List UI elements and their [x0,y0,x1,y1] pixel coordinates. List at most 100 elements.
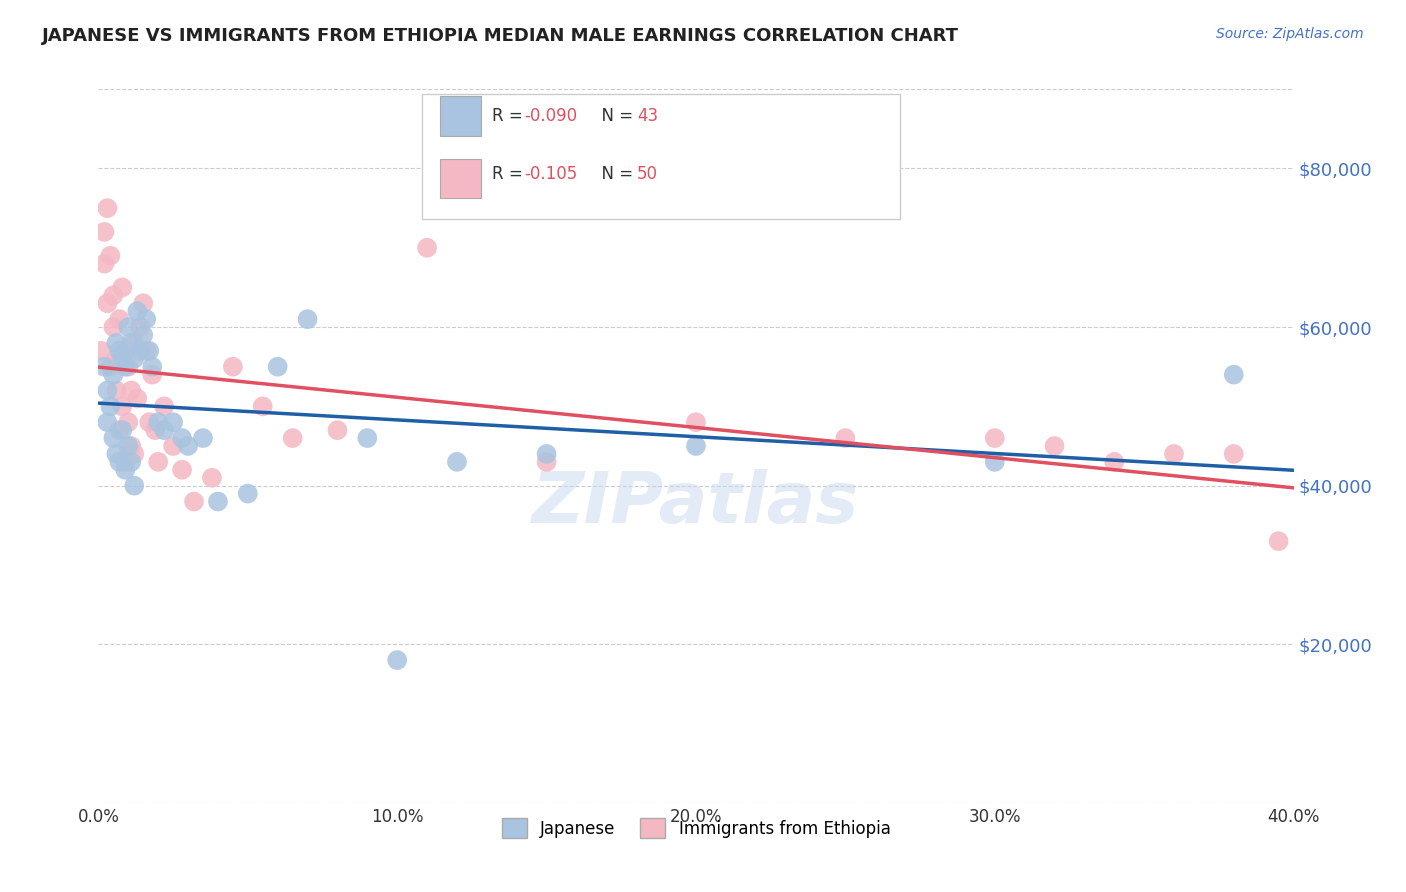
Point [685,415,707,429]
Point [96,384,118,398]
Point [124,351,146,366]
Point [536,447,558,461]
Text: N =: N = [591,165,638,183]
Point [114,463,136,477]
Point [108,312,131,326]
Text: -0.090: -0.090 [524,107,578,125]
Point [172,431,194,445]
Point [114,343,136,358]
Point [124,478,146,492]
Point [172,463,194,477]
Point [93,359,115,374]
Point [93,257,115,271]
Point [105,384,128,398]
Point [1043,439,1066,453]
Point [834,431,856,445]
Point [416,241,439,255]
Point [191,431,214,445]
Point [1267,534,1289,549]
Point [120,335,142,350]
Point [1223,447,1246,461]
Point [356,431,378,445]
Point [138,415,160,429]
Point [117,415,139,429]
Point [135,343,157,358]
Point [132,296,155,310]
Point [385,653,409,667]
Legend: Japanese, Immigrants from Ethiopia: Japanese, Immigrants from Ethiopia [488,805,904,852]
Point [111,423,134,437]
Point [114,359,136,374]
Text: N =: N = [591,107,638,125]
Point [267,359,290,374]
Point [98,249,122,263]
Point [105,447,128,461]
Text: JAPANESE VS IMMIGRANTS FROM ETHIOPIA MEDIAN MALE EARNINGS CORRELATION CHART: JAPANESE VS IMMIGRANTS FROM ETHIOPIA MED… [42,27,959,45]
Point [98,359,122,374]
Point [120,455,142,469]
Point [1223,368,1246,382]
Point [111,280,134,294]
Point [103,320,125,334]
Point [148,455,170,469]
Point [143,423,166,437]
Point [105,335,128,350]
Text: -0.105: -0.105 [524,165,578,183]
Point [132,328,155,343]
Point [138,343,160,358]
Point [108,455,131,469]
Point [252,400,274,414]
Point [120,439,142,453]
Text: ZIPatlas: ZIPatlas [533,468,859,538]
Point [148,415,170,429]
Point [326,423,349,437]
Point [127,304,149,318]
Point [207,494,229,508]
Point [103,368,125,382]
Text: Source: ZipAtlas.com: Source: ZipAtlas.com [1216,27,1364,41]
Text: 43: 43 [637,107,658,125]
Text: 50: 50 [637,165,658,183]
Point [135,312,157,326]
Point [124,335,146,350]
Point [124,447,146,461]
Point [108,423,131,437]
Point [129,320,152,334]
Point [1104,455,1126,469]
Point [90,343,112,358]
Point [685,439,707,453]
Point [117,320,139,334]
Point [111,400,134,414]
Point [93,225,115,239]
Point [281,431,304,445]
Point [162,415,184,429]
Point [153,423,176,437]
Point [162,439,184,453]
Point [117,359,139,374]
Point [446,455,468,469]
Point [96,201,118,215]
Point [141,359,163,374]
Text: R =: R = [492,107,529,125]
Point [1163,447,1185,461]
Text: R =: R = [492,165,529,183]
Point [96,296,118,310]
Point [297,312,319,326]
Point [177,439,200,453]
Point [201,471,224,485]
Point [105,351,128,366]
Point [114,455,136,469]
Point [222,359,245,374]
Point [984,455,1007,469]
Point [111,351,134,366]
Point [103,431,125,445]
Point [127,392,149,406]
Point [141,368,163,382]
Point [536,455,558,469]
Point [236,486,259,500]
Point [129,343,152,358]
Point [984,431,1007,445]
Point [108,343,131,358]
Point [120,384,142,398]
Point [117,439,139,453]
